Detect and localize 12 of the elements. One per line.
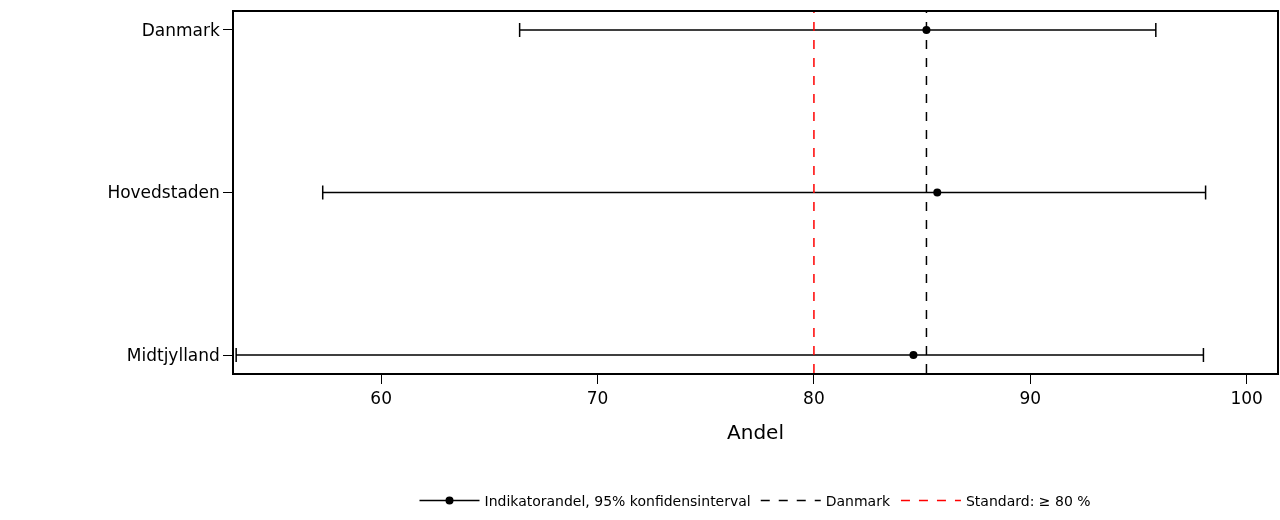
- legend-label: Danmark: [825, 492, 891, 509]
- x-tick-label: 70: [586, 388, 609, 409]
- x-tick-label: 100: [1230, 388, 1263, 409]
- x-tick-label: 80: [803, 388, 825, 409]
- x-axis-title: Andel: [727, 420, 784, 445]
- y-tick-label: Danmark: [141, 19, 221, 40]
- legend-label: Indikatorandel, 95% konfidensinterval: [484, 492, 751, 509]
- x-tick-label: 60: [370, 388, 392, 409]
- x-tick-label: 90: [1019, 388, 1042, 409]
- y-tick-label: Midtjylland: [126, 345, 220, 366]
- y-tick-label: Hovedstaden: [107, 182, 220, 203]
- legend-label: Standard: ≥ 80 %: [965, 492, 1091, 509]
